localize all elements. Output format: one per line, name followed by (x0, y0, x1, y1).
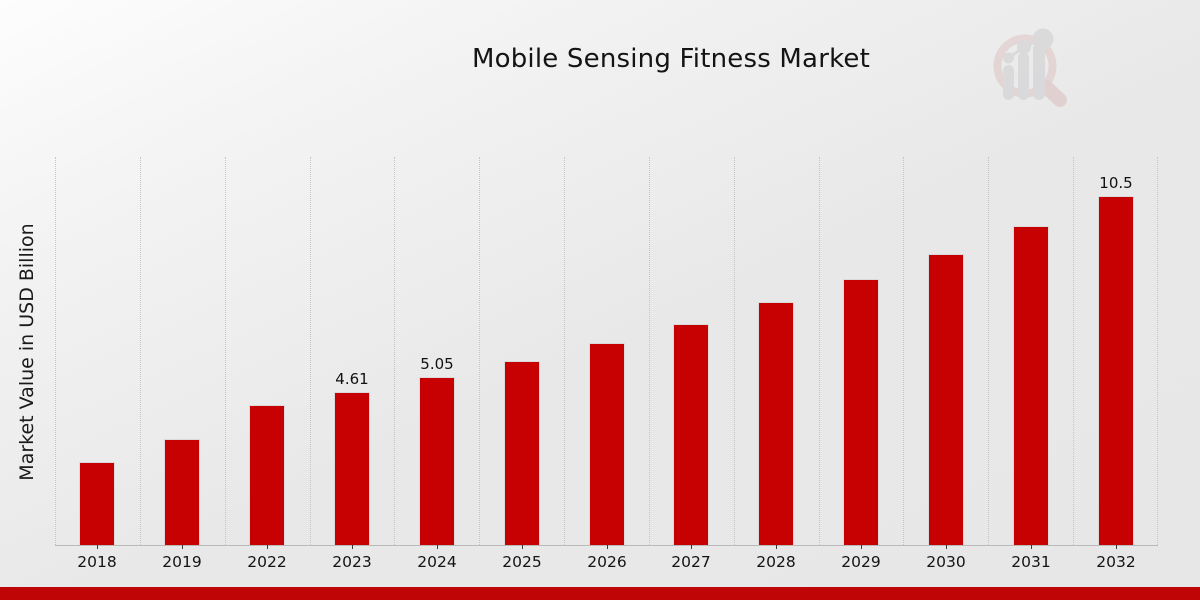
bar-2024 (419, 377, 455, 545)
x-axis-tick (267, 545, 268, 549)
x-axis-tick (437, 545, 438, 549)
logo-dot-2 (1017, 40, 1031, 54)
logo-magnifier-handle (1039, 80, 1067, 107)
bar-2025 (504, 361, 540, 545)
bar-2026 (589, 343, 625, 545)
x-axis-label: 2026 (587, 553, 627, 571)
logo-dot-3 (1032, 28, 1054, 50)
bar-2023 (334, 392, 370, 545)
x-axis-tick (691, 545, 692, 549)
gridline (734, 157, 735, 545)
footer-accent-stripe (0, 587, 1200, 600)
x-axis-label: 2032 (1096, 553, 1136, 571)
market-research-future-logo (993, 28, 1067, 107)
gridline (903, 157, 904, 545)
x-axis-label: 2025 (502, 553, 542, 571)
gridline (564, 157, 565, 545)
gridline (140, 157, 141, 545)
x-axis-label: 2022 (247, 553, 287, 571)
x-axis-tick (97, 545, 98, 549)
logo-bar-1 (1003, 65, 1014, 100)
logo-magnifier-ring (993, 34, 1057, 98)
x-axis-label: 2023 (332, 553, 372, 571)
x-axis-label: 2030 (926, 553, 966, 571)
x-axis-line (55, 545, 1158, 546)
logo-trend-line (1007, 37, 1044, 60)
gridline (225, 157, 226, 545)
bar-2029 (843, 279, 879, 545)
gridline (988, 157, 989, 545)
bar-2018 (79, 462, 115, 545)
bar-2028 (758, 302, 794, 545)
bar-2019 (164, 439, 200, 545)
x-axis-tick (522, 545, 523, 549)
bar-value-label: 4.61 (335, 370, 369, 388)
x-axis-label: 2031 (1011, 553, 1051, 571)
gridline (394, 157, 395, 545)
gridline (310, 157, 311, 545)
x-axis-tick (946, 545, 947, 549)
bar-value-label: 10.5 (1099, 174, 1133, 192)
logo-bar-2 (1018, 52, 1029, 100)
x-axis-label: 2024 (417, 553, 457, 571)
bar-2031 (1013, 226, 1049, 545)
bar-2022 (249, 405, 285, 545)
y-axis-label: Market Value in USD Billion (16, 223, 38, 481)
x-axis-tick (182, 545, 183, 549)
logo-bar-3 (1033, 43, 1045, 100)
chart-title: Mobile Sensing Fitness Market (471, 44, 871, 74)
bar-value-label: 5.05 (420, 355, 454, 373)
x-axis-label: 2027 (671, 553, 711, 571)
bar-2030 (928, 254, 964, 545)
x-axis-tick (776, 545, 777, 549)
x-axis-tick (861, 545, 862, 549)
gridline (479, 157, 480, 545)
x-axis-label: 2018 (77, 553, 117, 571)
gridline (819, 157, 820, 545)
logo-dot-1 (1003, 52, 1014, 64)
gridline (1073, 157, 1074, 545)
x-axis-tick (352, 545, 353, 549)
bar-2032 (1098, 196, 1134, 545)
x-axis-label: 2029 (841, 553, 881, 571)
x-axis-label: 2028 (756, 553, 796, 571)
gridline (1157, 157, 1158, 545)
x-axis-label: 2019 (162, 553, 202, 571)
x-axis-tick (1031, 545, 1032, 549)
x-axis-tick (607, 545, 608, 549)
bar-2027 (673, 324, 709, 545)
x-axis-tick (1116, 545, 1117, 549)
gridline (649, 157, 650, 545)
plot-area: 2018 2019 2022 4.61 2023 5.05 2024 2025 2026 2027… (55, 157, 1158, 571)
gridline (55, 157, 56, 545)
